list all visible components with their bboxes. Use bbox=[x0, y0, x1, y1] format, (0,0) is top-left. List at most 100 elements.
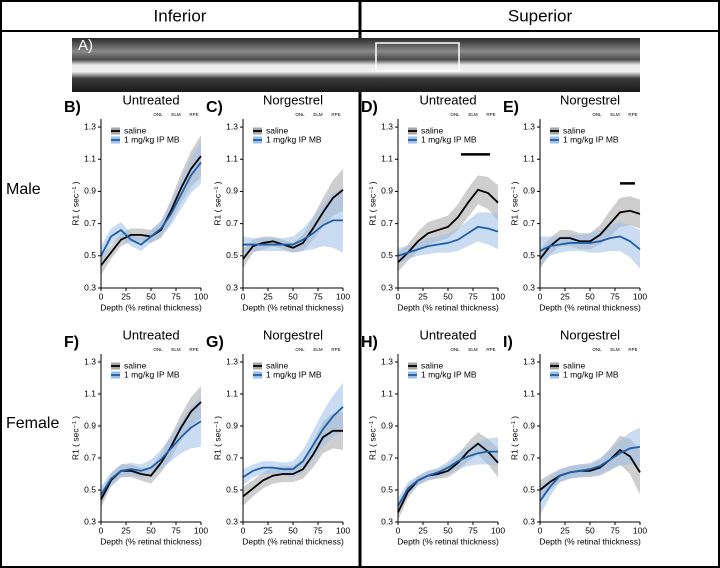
row-label: Female bbox=[6, 415, 59, 432]
legend-label: 1 mg/kg IP MB bbox=[124, 369, 180, 379]
error-band bbox=[398, 212, 498, 264]
layer-label: ELM bbox=[468, 112, 478, 117]
layer-label: RPE bbox=[189, 347, 198, 352]
error-band bbox=[540, 222, 640, 269]
series-line bbox=[397, 450, 498, 507]
y-tick-label: 1.3 bbox=[226, 121, 238, 131]
x-tick-label: 75 bbox=[171, 525, 181, 535]
y-tick-label: 1.1 bbox=[523, 153, 535, 163]
chart-title: Norgestrel bbox=[560, 92, 620, 107]
x-tick-label: 0 bbox=[396, 291, 401, 301]
x-axis-label: Depth (% retinal thickness) bbox=[100, 302, 202, 312]
y-tick-label: 1.3 bbox=[523, 121, 535, 131]
y-tick-label: 0.7 bbox=[226, 218, 238, 228]
panel-label: G) bbox=[206, 334, 224, 351]
layer-label: ELM bbox=[610, 112, 620, 117]
chart-title: Untreated bbox=[419, 327, 476, 342]
layer-label: ELM bbox=[468, 347, 478, 352]
y-tick-label: 0.7 bbox=[381, 218, 393, 228]
legend-label: 1 mg/kg IP MB bbox=[266, 369, 322, 379]
layer-label: ONL bbox=[592, 112, 602, 117]
x-axis-label: Depth (% retinal thickness) bbox=[397, 302, 499, 312]
y-axis-label: R1 ( sec⁻¹ ) bbox=[509, 181, 519, 225]
x-tick-label: 25 bbox=[418, 291, 428, 301]
x-tick-label: 75 bbox=[313, 291, 323, 301]
x-tick-label: 0 bbox=[396, 525, 401, 535]
y-tick-label: 0.7 bbox=[523, 218, 535, 228]
y-tick-label: 0.5 bbox=[523, 484, 535, 494]
y-axis-label: R1 ( sec⁻¹ ) bbox=[509, 416, 519, 460]
panel-label: E) bbox=[503, 99, 519, 116]
y-tick-label: 0.3 bbox=[84, 282, 96, 292]
x-tick-label: 50 bbox=[146, 291, 156, 301]
x-tick-label: 100 bbox=[491, 291, 505, 301]
y-tick-label: 0.3 bbox=[381, 516, 393, 526]
x-tick-label: 100 bbox=[336, 291, 350, 301]
layer-label: ELM bbox=[610, 347, 620, 352]
y-tick-label: 1.3 bbox=[226, 356, 238, 366]
x-tick-label: 50 bbox=[443, 525, 453, 535]
y-tick-label: 0.7 bbox=[84, 452, 96, 462]
panel-label: B) bbox=[64, 99, 81, 116]
x-axis-label: Depth (% retinal thickness) bbox=[539, 302, 641, 312]
x-tick-label: 25 bbox=[121, 525, 131, 535]
y-tick-label: 0.7 bbox=[381, 452, 393, 462]
x-tick-label: 25 bbox=[560, 525, 570, 535]
x-axis-label: Depth (% retinal thickness) bbox=[100, 536, 202, 546]
layer-label: ONL bbox=[450, 347, 460, 352]
x-tick-label: 0 bbox=[241, 525, 246, 535]
row-label: Male bbox=[6, 181, 41, 198]
x-tick-label: 50 bbox=[146, 525, 156, 535]
layer-label: RPE bbox=[189, 112, 198, 117]
y-tick-label: 0.9 bbox=[381, 420, 393, 430]
y-tick-label: 1.1 bbox=[226, 153, 238, 163]
layer-label: ELM bbox=[313, 347, 323, 352]
layer-label: ELM bbox=[171, 112, 181, 117]
x-tick-label: 75 bbox=[468, 525, 478, 535]
x-axis-label: Depth (% retinal thickness) bbox=[397, 536, 499, 546]
layer-label: ONL bbox=[295, 112, 305, 117]
chart-title: Norgestrel bbox=[263, 327, 323, 342]
y-tick-label: 0.9 bbox=[523, 420, 535, 430]
x-tick-label: 0 bbox=[538, 525, 543, 535]
legend-label: 1 mg/kg IP MB bbox=[124, 134, 180, 144]
layer-label: ELM bbox=[171, 347, 181, 352]
y-tick-label: 0.5 bbox=[381, 484, 393, 494]
layer-label: RPE bbox=[628, 112, 637, 117]
x-axis-label: Depth (% retinal thickness) bbox=[242, 302, 344, 312]
series-line bbox=[539, 445, 641, 502]
layer-label: RPE bbox=[331, 347, 340, 352]
y-tick-label: 0.3 bbox=[523, 516, 535, 526]
y-axis-label: R1 ( sec⁻¹ ) bbox=[70, 416, 80, 460]
x-tick-label: 0 bbox=[99, 525, 104, 535]
column-title: Inferior bbox=[154, 6, 207, 25]
x-tick-label: 100 bbox=[194, 291, 208, 301]
x-tick-label: 25 bbox=[121, 291, 131, 301]
image-label: A) bbox=[78, 37, 93, 54]
legend-label: 1 mg/kg IP MB bbox=[421, 134, 477, 144]
y-tick-label: 0.9 bbox=[226, 420, 238, 430]
panel-label: H) bbox=[361, 334, 378, 351]
error-band bbox=[243, 382, 343, 486]
layer-label: RPE bbox=[486, 112, 495, 117]
y-tick-label: 0.9 bbox=[84, 420, 96, 430]
layer-label: ONL bbox=[450, 112, 460, 117]
x-tick-label: 50 bbox=[288, 525, 298, 535]
x-tick-label: 75 bbox=[468, 291, 478, 301]
y-tick-label: 0.3 bbox=[523, 282, 535, 292]
x-tick-label: 50 bbox=[585, 291, 595, 301]
error-band bbox=[243, 188, 343, 253]
x-tick-label: 50 bbox=[288, 291, 298, 301]
y-axis-label: R1 ( sec⁻¹ ) bbox=[367, 181, 377, 225]
layer-label: ONL bbox=[153, 112, 163, 117]
error-band bbox=[101, 395, 201, 503]
legend-label: 1 mg/kg IP MB bbox=[421, 369, 477, 379]
x-tick-label: 25 bbox=[418, 525, 428, 535]
layer-label: ELM bbox=[313, 112, 323, 117]
x-tick-label: 75 bbox=[610, 525, 620, 535]
series-line bbox=[242, 406, 344, 478]
series-line bbox=[539, 209, 641, 260]
error-band bbox=[540, 196, 640, 269]
y-tick-label: 0.9 bbox=[226, 186, 238, 196]
